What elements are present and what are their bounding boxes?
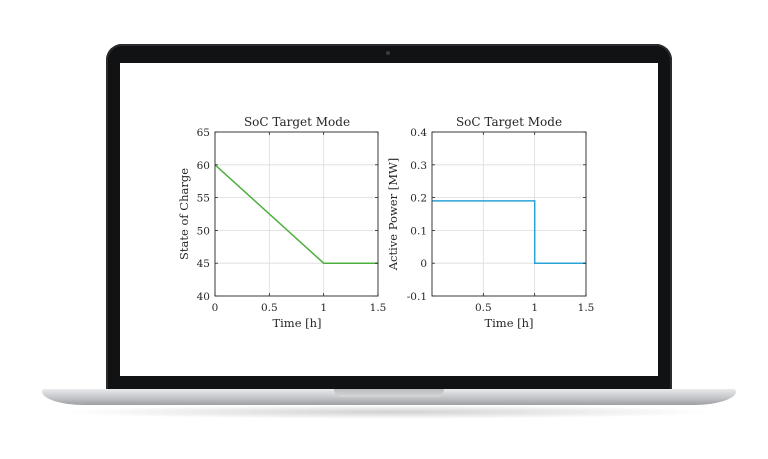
y-tick-label: 0.4	[410, 127, 427, 139]
soc-chart: 0 0.5 1 1.5 40 45 50 55 60 65 SoC Target Mode Tim…	[177, 115, 386, 330]
chart-title: SoC Target Mode	[456, 115, 562, 129]
y-tick-label: 0	[420, 258, 427, 270]
x-tick-label: 1.5	[370, 302, 387, 314]
charts-figure: 0 0.5 1 1.5 40 45 50 55 60 65 SoC Target Mode Tim…	[177, 115, 594, 330]
y-tick-label: 55	[197, 193, 210, 205]
y-axis-label: State of Charge	[177, 168, 191, 260]
active-power-chart: 0.5 1 1.5 -0.1 0 0.1 0.2 0.3 0.4 SoC Target Mode…	[386, 115, 594, 330]
x-tick-label: 0	[212, 302, 219, 314]
laptop-screen: 0 0.5 1 1.5 40 45 50 55 60 65 SoC Target Mode Tim…	[120, 63, 658, 376]
x-tick-label: 1	[531, 302, 538, 314]
laptop-base-notch	[334, 389, 444, 397]
y-axis-label: Active Power [MW]	[386, 158, 400, 272]
y-tick-label: 65	[197, 127, 210, 139]
series-line	[432, 200, 586, 264]
plot-frame	[214, 131, 379, 297]
laptop-shadow	[60, 405, 718, 419]
y-tick-label: 0.1	[410, 225, 427, 237]
x-tick-label: 1	[320, 302, 327, 314]
y-tick-label: 0.2	[410, 193, 427, 205]
laptop-base	[42, 389, 736, 405]
y-tick-label: 45	[197, 258, 210, 270]
y-tick-label: 40	[197, 291, 210, 303]
y-tick-label: 50	[197, 225, 210, 237]
series-line	[214, 164, 378, 264]
chart-title: SoC Target Mode	[244, 115, 350, 129]
y-tick-label: 60	[197, 160, 210, 172]
y-tick-label: 0.3	[410, 160, 427, 172]
x-axis-label: Time [h]	[272, 316, 321, 330]
x-axis-label: Time [h]	[484, 316, 533, 330]
plot-frame	[431, 131, 587, 297]
x-tick-label: 1.5	[578, 302, 595, 314]
x-tick-label: 0.5	[475, 302, 492, 314]
x-tick-label: 0.5	[261, 302, 278, 314]
y-tick-label: -0.1	[407, 291, 427, 303]
webcam-icon	[386, 51, 390, 55]
